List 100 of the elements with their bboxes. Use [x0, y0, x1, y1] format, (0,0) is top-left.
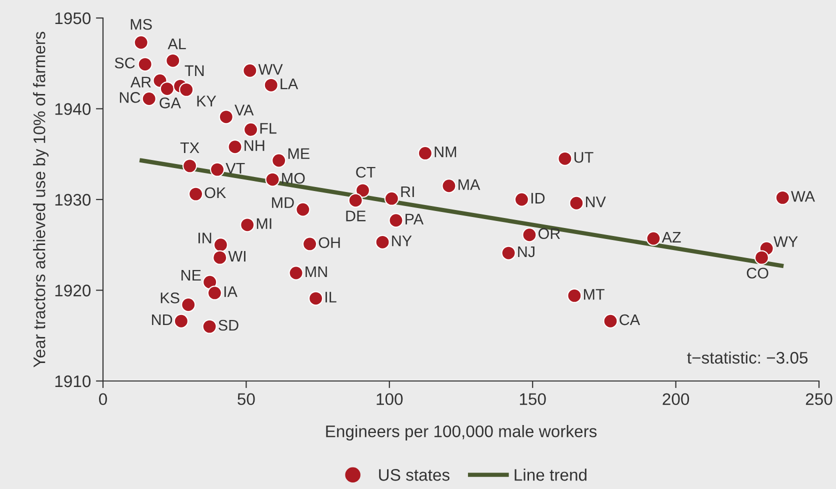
data-label: SD [218, 320, 238, 331]
point [228, 140, 242, 154]
point [775, 190, 790, 206]
x-tick-label: 150 [520, 393, 546, 406]
point [264, 78, 278, 92]
x-tick-label: 200 [662, 393, 690, 406]
y-tick-label: 1920 [55, 284, 91, 296]
point [375, 234, 390, 250]
data-label: MA [458, 179, 480, 190]
point [218, 110, 234, 124]
data-label: FL [260, 123, 276, 134]
data-label: IA [224, 286, 238, 297]
point [296, 202, 310, 217]
x-tick-label: 250 [806, 393, 832, 406]
point [188, 186, 204, 202]
point [179, 82, 194, 98]
point [242, 63, 258, 78]
point [213, 238, 228, 252]
data-label: MT [584, 289, 604, 300]
point [272, 153, 286, 168]
y-tick-label: 1930 [55, 194, 91, 206]
point [646, 231, 661, 246]
point [348, 193, 363, 208]
point [418, 146, 433, 161]
point [202, 319, 217, 334]
data-label: RI [401, 186, 414, 197]
point [288, 266, 304, 280]
data-label: VT [226, 162, 245, 174]
data-label: CT [356, 166, 376, 178]
data-label: TX [180, 142, 200, 154]
data-label: MD [272, 197, 294, 208]
point [501, 246, 516, 260]
point [355, 183, 370, 198]
point [174, 314, 189, 328]
data-label: NY [392, 236, 412, 246]
point [442, 178, 456, 194]
point [243, 122, 258, 137]
y-tick-label: 1950 [55, 12, 91, 24]
point [181, 297, 196, 312]
data-label: NC [120, 92, 140, 103]
data-label: KY [197, 96, 216, 106]
point [302, 236, 318, 252]
data-label: WA [791, 191, 815, 202]
data-label: CA [620, 314, 640, 326]
data-label: ME [288, 148, 310, 159]
point [202, 274, 218, 290]
point [603, 314, 618, 328]
x-tick-label: 0 [99, 393, 107, 406]
data-label: SC [114, 58, 135, 68]
legend-label: US states [379, 469, 450, 481]
data-label: KS [160, 292, 180, 304]
point [142, 91, 156, 106]
data-label: GA [160, 98, 181, 108]
y-tick-label: 1940 [55, 103, 91, 115]
x-axis-title: Engineers per 100,000 male workers [326, 425, 597, 441]
point [567, 288, 582, 304]
point [308, 291, 324, 306]
point [134, 35, 148, 50]
point [212, 250, 228, 265]
x-tick-label: 50 [238, 393, 255, 406]
data-label: OH [318, 237, 340, 248]
data-label: MN [306, 266, 327, 277]
data-label: MI [256, 218, 272, 229]
annotation: t−statistic: −3.05 [687, 351, 808, 364]
data-label: MO [282, 172, 305, 184]
data-label: DE [346, 210, 366, 222]
data-label: NE [182, 270, 201, 280]
x-tick-label: 100 [376, 393, 403, 406]
point [265, 172, 280, 187]
data-label: NM [434, 146, 456, 158]
point [182, 158, 198, 174]
point [166, 53, 180, 68]
point [138, 56, 152, 72]
data-label: ND [152, 314, 172, 326]
data-label: UT [574, 152, 594, 163]
point [160, 81, 174, 96]
point [240, 218, 255, 232]
point [569, 196, 584, 210]
data-label: MS [130, 18, 152, 30]
data-label: NV [586, 196, 606, 208]
data-label: AR [130, 76, 151, 88]
point [754, 250, 770, 265]
point [388, 213, 404, 228]
data-label: WI [228, 251, 246, 262]
point [514, 192, 530, 207]
point [384, 191, 400, 206]
y-tick-label: 1910 [55, 375, 91, 388]
data-label: ID [531, 192, 545, 204]
y-axis-title: Year tractors achieved use by 10% of farmers [33, 32, 49, 368]
data-label: TN [184, 65, 204, 76]
data-label: OR [538, 228, 560, 239]
data-label: NJ [518, 246, 534, 258]
data-label: VA [234, 104, 254, 116]
data-label: WY [774, 236, 798, 247]
data-label: AL [168, 38, 186, 50]
data-label: LA [280, 78, 298, 90]
legend-label: Line trend [514, 468, 586, 481]
data-label: IN [198, 232, 212, 244]
data-label: OK [204, 187, 226, 198]
point [210, 162, 225, 177]
